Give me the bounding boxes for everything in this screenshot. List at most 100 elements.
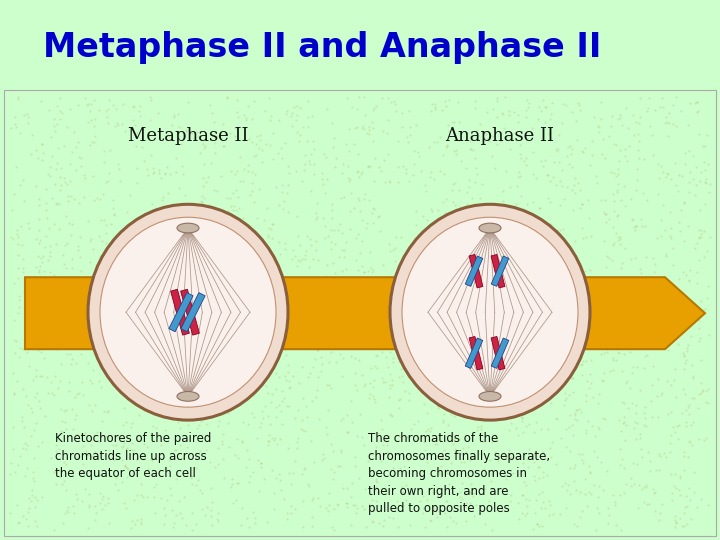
Point bbox=[459, 214, 470, 222]
Point bbox=[364, 379, 375, 388]
Point bbox=[585, 333, 596, 342]
Point bbox=[608, 197, 620, 206]
Point bbox=[39, 243, 50, 252]
Point bbox=[675, 206, 686, 214]
Point bbox=[644, 122, 656, 130]
Point bbox=[197, 213, 208, 221]
Point bbox=[491, 382, 503, 390]
Point bbox=[138, 440, 150, 448]
Point bbox=[69, 414, 81, 423]
Point bbox=[702, 282, 714, 291]
Point bbox=[438, 267, 449, 275]
Point bbox=[368, 392, 379, 400]
Point bbox=[371, 442, 382, 451]
Point bbox=[397, 109, 408, 117]
Point bbox=[76, 287, 87, 295]
Point bbox=[30, 234, 42, 243]
Point bbox=[450, 146, 462, 154]
Point bbox=[395, 233, 407, 242]
Point bbox=[172, 418, 184, 427]
Point bbox=[111, 441, 122, 449]
Point bbox=[28, 477, 40, 485]
Point bbox=[499, 267, 510, 275]
Point bbox=[516, 414, 527, 422]
Point bbox=[538, 468, 549, 476]
Point bbox=[520, 422, 531, 431]
Point bbox=[626, 369, 638, 377]
Point bbox=[615, 427, 626, 435]
Point bbox=[577, 224, 588, 232]
Point bbox=[490, 272, 501, 280]
Point bbox=[377, 522, 389, 530]
Point bbox=[171, 446, 182, 454]
Point bbox=[687, 418, 698, 427]
Point bbox=[554, 158, 565, 166]
Point bbox=[338, 253, 350, 261]
Point bbox=[302, 123, 314, 132]
Point bbox=[591, 327, 603, 336]
Point bbox=[527, 525, 539, 534]
Point bbox=[611, 171, 622, 180]
Point bbox=[7, 368, 19, 377]
Point bbox=[693, 435, 705, 443]
Point bbox=[440, 102, 451, 111]
Point bbox=[478, 289, 490, 298]
Point bbox=[490, 434, 502, 443]
Point bbox=[308, 145, 320, 154]
Point bbox=[141, 352, 153, 361]
Point bbox=[20, 515, 32, 523]
Point bbox=[691, 98, 703, 106]
Point bbox=[479, 485, 490, 494]
Point bbox=[692, 404, 703, 413]
Point bbox=[14, 295, 25, 304]
Point bbox=[642, 447, 653, 456]
Point bbox=[489, 430, 500, 439]
Point bbox=[528, 458, 539, 467]
Point bbox=[179, 338, 190, 346]
Point bbox=[320, 233, 331, 242]
Point bbox=[81, 447, 92, 456]
Point bbox=[361, 162, 373, 171]
Point bbox=[274, 340, 285, 348]
Point bbox=[77, 390, 89, 399]
Point bbox=[441, 502, 453, 510]
Point bbox=[228, 188, 239, 197]
Point bbox=[17, 384, 28, 393]
Point bbox=[50, 447, 61, 455]
Point bbox=[204, 134, 216, 143]
Point bbox=[368, 205, 379, 213]
Point bbox=[678, 364, 690, 373]
Point bbox=[246, 115, 258, 124]
Point bbox=[610, 229, 621, 238]
Point bbox=[248, 508, 259, 516]
Point bbox=[641, 350, 652, 359]
Point bbox=[9, 349, 21, 357]
Point bbox=[609, 501, 621, 510]
Point bbox=[510, 246, 522, 255]
Point bbox=[18, 422, 30, 431]
Point bbox=[267, 155, 279, 164]
Point bbox=[448, 439, 459, 448]
Point bbox=[238, 111, 250, 119]
Point bbox=[322, 298, 333, 306]
Point bbox=[484, 455, 495, 464]
Point bbox=[325, 238, 336, 247]
Point bbox=[393, 404, 405, 413]
Point bbox=[436, 452, 448, 461]
Point bbox=[54, 472, 66, 481]
Point bbox=[228, 323, 239, 332]
Point bbox=[576, 146, 588, 155]
Point bbox=[89, 321, 100, 330]
Point bbox=[249, 361, 261, 370]
Point bbox=[447, 198, 459, 206]
Point bbox=[297, 123, 309, 131]
Point bbox=[184, 211, 195, 219]
Point bbox=[353, 327, 364, 335]
Point bbox=[405, 425, 417, 434]
Point bbox=[374, 519, 385, 528]
Point bbox=[428, 289, 440, 298]
Point bbox=[30, 182, 42, 191]
Point bbox=[379, 309, 391, 318]
Point bbox=[543, 425, 554, 434]
Point bbox=[613, 114, 625, 123]
